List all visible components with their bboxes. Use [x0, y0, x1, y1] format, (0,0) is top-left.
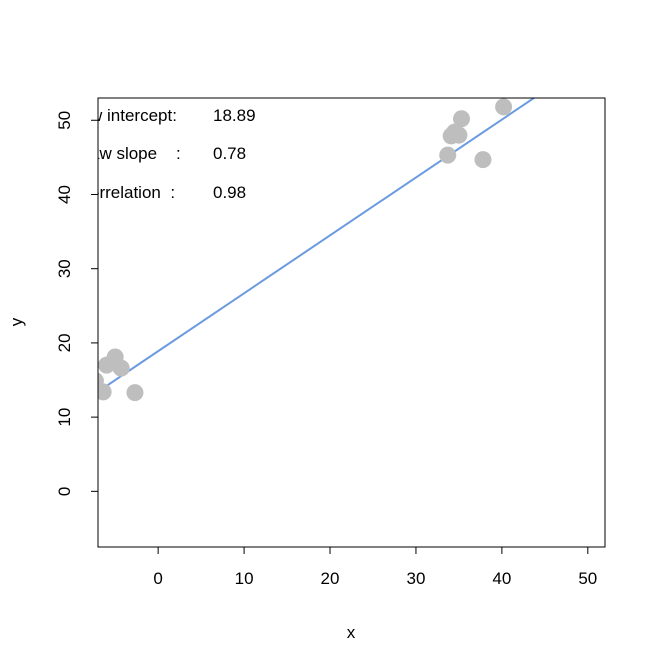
- y-axis-title: y: [7, 317, 26, 326]
- annotation-value-2: 0.78: [213, 144, 246, 163]
- annotations: w intercept: 18.89 aw slope : 0.78 orrelatio…: [89, 106, 256, 202]
- x-tick-label-10: 10: [235, 569, 254, 588]
- regression-line: [98, 98, 536, 393]
- y-tick-label-10: 10: [55, 408, 74, 427]
- data-point-12: [474, 151, 492, 169]
- y-tick-label-40: 40: [55, 185, 74, 204]
- y-tick-label-0: 0: [55, 487, 74, 496]
- annotation-label-1: w intercept:: [89, 106, 177, 125]
- data-point-7: [439, 146, 457, 164]
- data-point-6: [126, 384, 144, 402]
- x-tick-label-0: 0: [153, 569, 162, 588]
- y-tick-label-50: 50: [55, 111, 74, 130]
- data-point-2: [98, 383, 112, 401]
- y-tick-label-30: 30: [55, 259, 74, 278]
- annotation-label-3: orrelation :: [90, 183, 175, 202]
- axes: 0 10 20 30 40 50 0 10 20 30 40 50: [55, 111, 597, 588]
- annotation-value-1: 18.89: [213, 106, 256, 125]
- x-tick-label-20: 20: [321, 569, 340, 588]
- x-tick-label-30: 30: [406, 569, 425, 588]
- y-tick-label-20: 20: [55, 333, 74, 352]
- x-axis-title: x: [347, 623, 356, 642]
- data-point-11: [452, 110, 470, 128]
- annotation-label-2: aw slope :: [90, 144, 181, 163]
- data-point-10: [450, 126, 468, 144]
- x-tick-label-40: 40: [492, 569, 511, 588]
- x-tick-label-50: 50: [578, 569, 597, 588]
- data-point-13: [495, 98, 513, 116]
- data-point-5: [112, 359, 130, 377]
- plot-area: [98, 98, 536, 402]
- annotation-value-3: 0.98: [213, 183, 246, 202]
